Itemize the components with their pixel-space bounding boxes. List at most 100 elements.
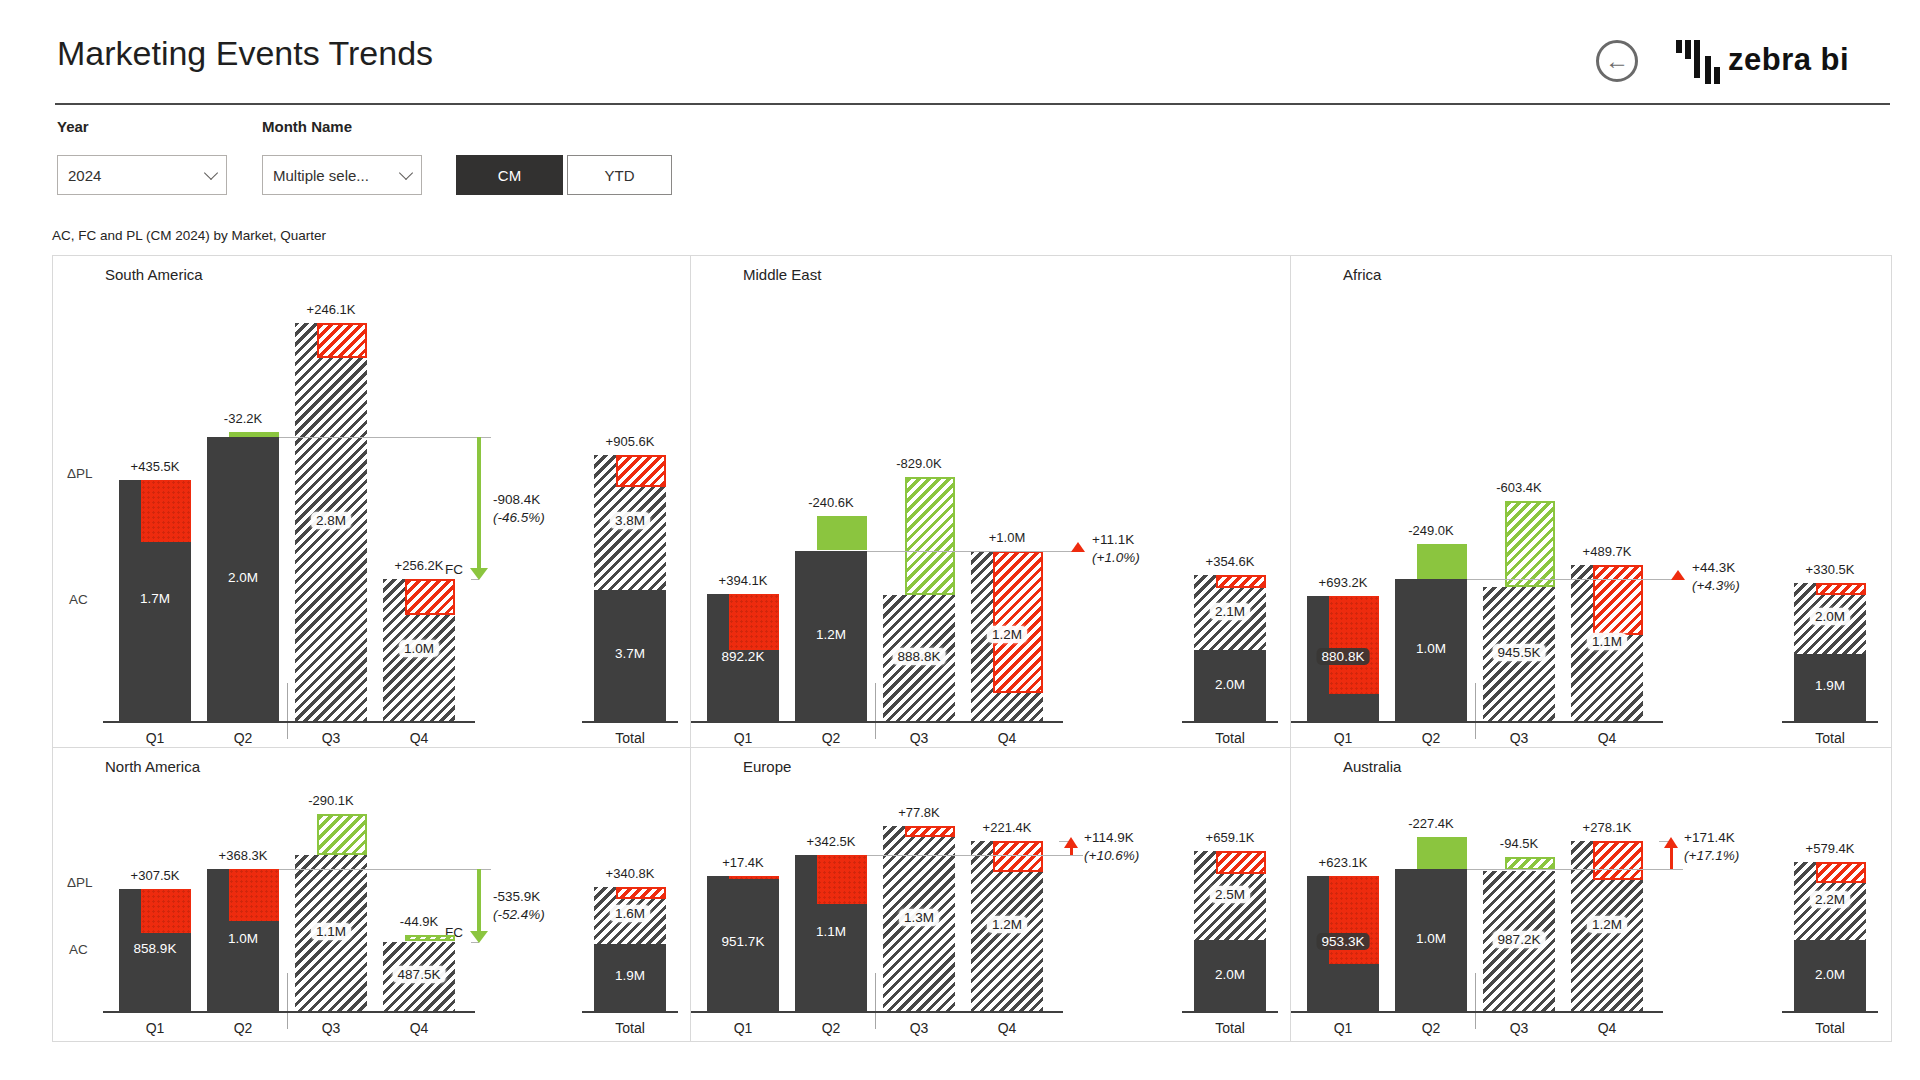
bar-value-label-q1: 953.3K	[1317, 933, 1370, 950]
variance-label-q2: -32.2K	[183, 411, 303, 426]
total-variance-block[interactable]	[1216, 575, 1266, 588]
trend-arrow-stem	[1670, 848, 1673, 869]
variance-block-q1[interactable]	[1329, 596, 1379, 694]
trend-line-q2	[867, 551, 1083, 552]
x-tick-q4: Q4	[967, 730, 1047, 746]
x-tick-total: Total	[1790, 730, 1870, 746]
quarters-baseline	[691, 721, 1063, 723]
x-tick-q3: Q3	[1479, 730, 1559, 746]
logo-bar-icon	[1714, 67, 1720, 84]
trend-triangle-up-icon	[1071, 542, 1085, 552]
trend-arrow-stem	[477, 869, 481, 933]
trend-delta-label: -535.9K	[493, 889, 540, 904]
x-tick-total: Total	[1190, 1020, 1270, 1036]
trend-pct-label: (-52.4%)	[493, 907, 545, 922]
x-tick-q1: Q1	[1303, 1020, 1383, 1036]
year-dropdown[interactable]: 2024	[57, 155, 227, 195]
total-baseline	[1782, 721, 1878, 723]
total-ac-label: 2.0M	[1194, 967, 1266, 982]
variance-block-q1[interactable]	[141, 889, 191, 933]
toggle-cm-button[interactable]: CM	[456, 155, 563, 195]
quarters-baseline	[103, 1011, 475, 1013]
variance-label-q2: -240.6K	[771, 495, 891, 510]
panel-title: Europe	[743, 758, 791, 775]
x-tick-total: Total	[1790, 1020, 1870, 1036]
brand-name: zebra bi	[1728, 42, 1849, 78]
total-baseline	[1182, 1011, 1278, 1013]
total-fc-label: 2.5M	[1210, 886, 1250, 903]
year-dropdown-value: 2024	[68, 167, 101, 184]
variance-block-q4[interactable]	[1593, 565, 1643, 635]
panel-north-america: North America+307.5K858.9KQ1+368.3K1.0MQ…	[53, 748, 691, 1041]
total-variance-block[interactable]	[1816, 583, 1866, 595]
total-variance-block[interactable]	[1816, 862, 1866, 883]
trend-line-q2	[867, 855, 1083, 856]
quarters-baseline	[103, 721, 475, 723]
trend-line-q2	[1467, 579, 1683, 580]
variance-block-q2[interactable]	[817, 855, 867, 904]
x-tick-q2: Q2	[791, 730, 871, 746]
total-variance-block[interactable]	[616, 887, 666, 899]
variance-block-q4[interactable]	[405, 935, 455, 941]
total-variance-block[interactable]	[1216, 851, 1266, 874]
month-dropdown[interactable]: Multiple sele...	[262, 155, 422, 195]
variance-label-q3: -829.0K	[859, 456, 979, 471]
x-tick-q4: Q4	[379, 1020, 459, 1036]
variance-label-q4: +221.4K	[947, 820, 1067, 835]
total-variance-label: +340.8K	[570, 866, 690, 881]
variance-block-q4[interactable]	[1593, 841, 1643, 880]
variance-block-q3[interactable]	[317, 814, 367, 855]
trend-arrow-head-up-icon	[1064, 837, 1078, 848]
variance-label-q4: +489.7K	[1547, 544, 1667, 559]
total-fc-label: 1.6M	[610, 905, 650, 922]
bar-value-label-q2: 1.1M	[795, 924, 867, 939]
total-variance-block[interactable]	[616, 455, 666, 487]
variance-block-q1[interactable]	[1329, 876, 1379, 964]
variance-label-q2: +342.5K	[771, 834, 891, 849]
ac-fc-divider	[287, 973, 288, 1029]
variance-block-q3[interactable]	[905, 826, 955, 837]
variance-label-q2: -249.0K	[1371, 523, 1491, 538]
trend-pct-label: (+1.0%)	[1092, 550, 1140, 565]
variance-block-q2[interactable]	[817, 516, 867, 550]
trend-arrow-head-up-icon	[1664, 837, 1678, 848]
back-button[interactable]: ←	[1596, 40, 1638, 82]
total-ac-label: 3.7M	[594, 646, 666, 661]
variance-block-q2[interactable]	[229, 869, 279, 921]
axis-label-variance: ΔPL	[67, 875, 93, 890]
x-tick-q2: Q2	[791, 1020, 871, 1036]
trend-pct-label: (+17.1%)	[1684, 848, 1739, 863]
variance-block-q2[interactable]	[1417, 544, 1467, 579]
panel-south-america: South America+435.5K1.7MQ1-32.2K2.0MQ2+2…	[53, 256, 691, 748]
variance-block-q4[interactable]	[405, 579, 455, 615]
variance-block-q4[interactable]	[993, 841, 1043, 872]
variance-block-q3[interactable]	[1505, 501, 1555, 587]
bar-value-label-q2: 2.0M	[207, 570, 279, 585]
total-baseline	[1182, 721, 1278, 723]
bar-value-label-q1: 951.7K	[707, 934, 779, 949]
variance-block-q1[interactable]	[141, 480, 191, 542]
year-filter-label: Year	[57, 118, 89, 135]
quarters-baseline	[1291, 1011, 1663, 1013]
variance-block-q2[interactable]	[1417, 837, 1467, 869]
x-tick-q3: Q3	[291, 730, 371, 746]
variance-block-q3[interactable]	[317, 323, 367, 358]
variance-block-q1[interactable]	[729, 594, 779, 650]
logo-bar-icon	[1685, 40, 1691, 59]
trend-line-q2	[1467, 869, 1683, 870]
x-tick-q1: Q1	[703, 1020, 783, 1036]
x-tick-q1: Q1	[1303, 730, 1383, 746]
bar-value-label-q1: 892.2K	[707, 649, 779, 664]
trend-delta-label: +11.1K	[1092, 532, 1134, 547]
variance-block-q1[interactable]	[729, 876, 779, 879]
x-tick-q2: Q2	[203, 1020, 283, 1036]
toggle-ytd-button[interactable]: YTD	[567, 155, 672, 195]
variance-block-q2[interactable]	[229, 432, 279, 437]
variance-block-q4[interactable]	[993, 551, 1043, 693]
variance-label-q1: +693.2K	[1283, 575, 1403, 590]
variance-label-q4: +1.0M	[947, 530, 1067, 545]
total-fc-label: 3.8M	[610, 512, 650, 529]
x-tick-q3: Q3	[291, 1020, 371, 1036]
chevron-down-icon	[399, 166, 413, 180]
variance-block-q3[interactable]	[905, 477, 955, 595]
